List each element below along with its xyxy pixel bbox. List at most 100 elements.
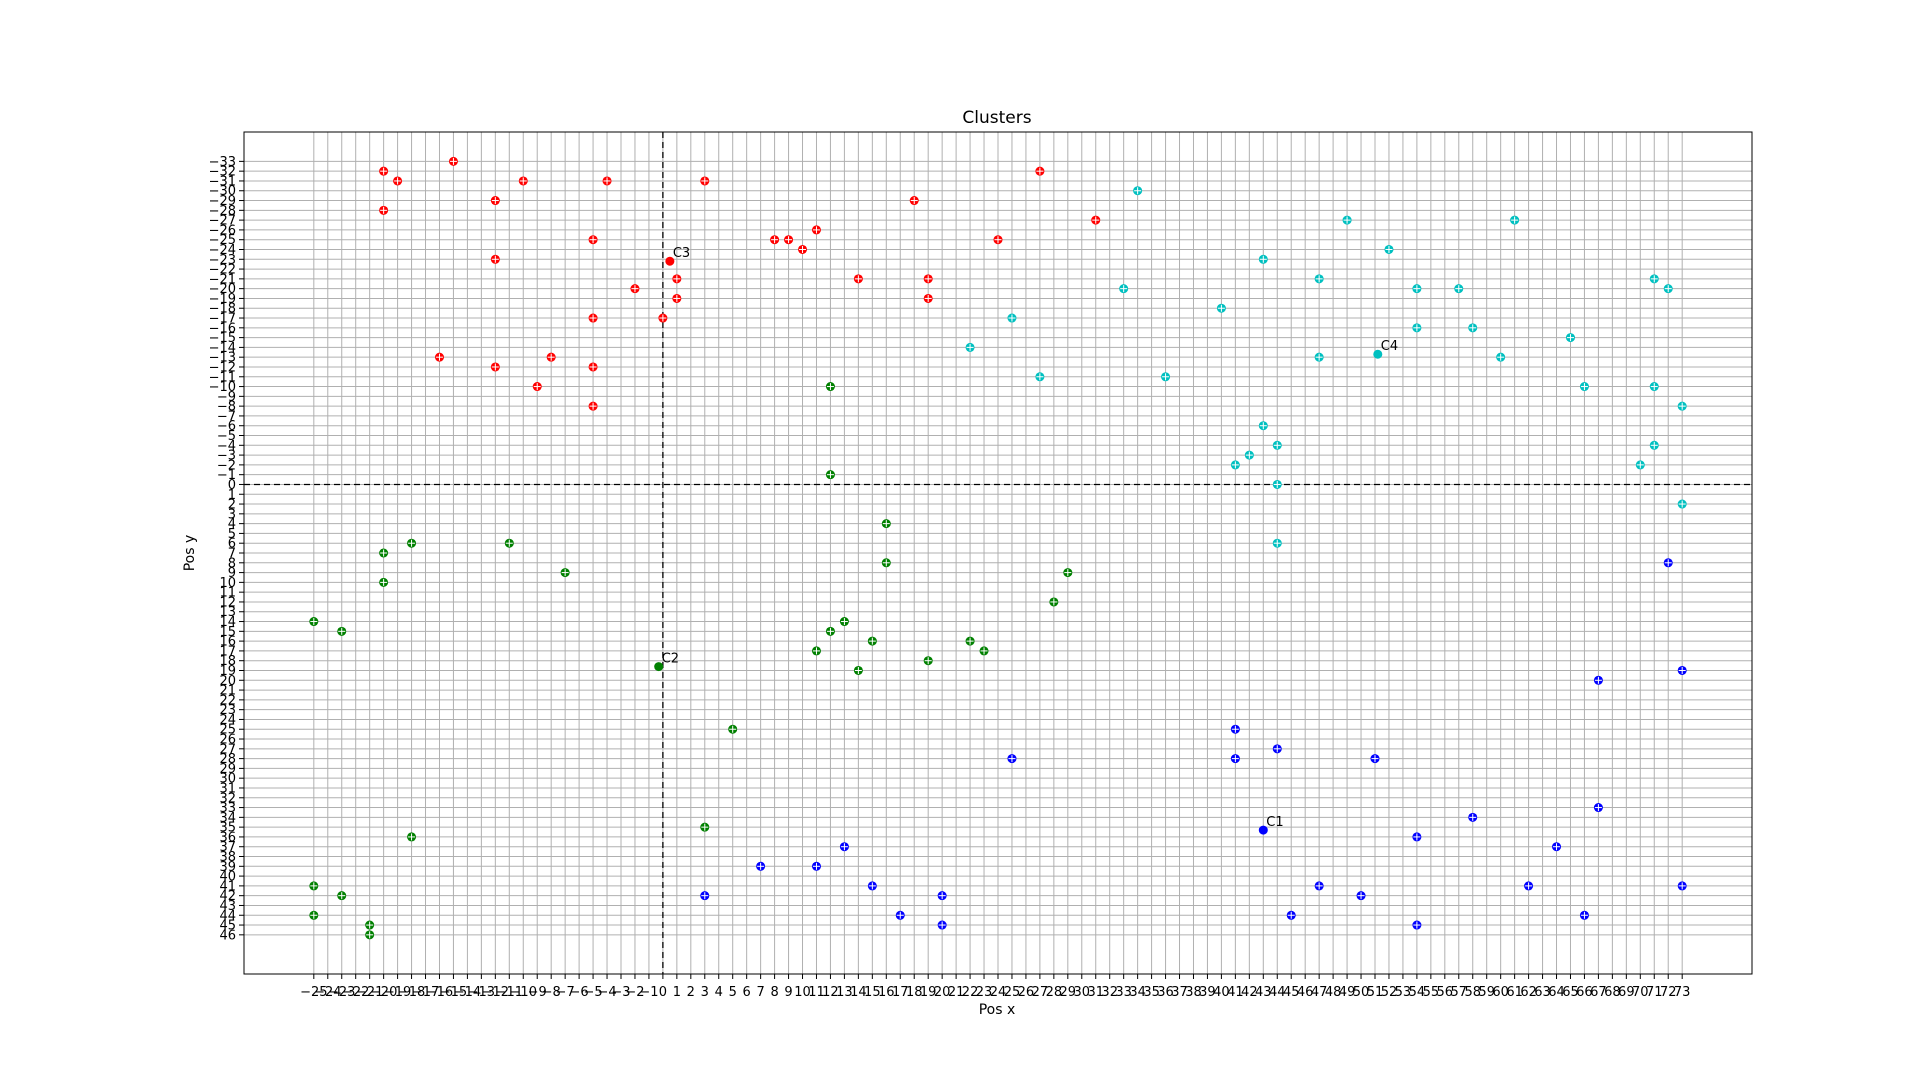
x-tick-label: 40 xyxy=(1213,985,1230,1000)
x-tick-label: −15 xyxy=(440,985,467,1000)
x-tick-label: 57 xyxy=(1451,985,1468,1000)
y-tick-label: 17 xyxy=(219,644,236,659)
x-tick-label: 4 xyxy=(715,985,723,1000)
y-tick-label: −7 xyxy=(217,409,236,424)
cluster-series-1 xyxy=(379,156,1101,411)
y-tick-label: −16 xyxy=(209,321,236,336)
x-tick-label: 9 xyxy=(784,985,792,1000)
y-tick-label: 24 xyxy=(219,713,236,728)
x-tick-label: −7 xyxy=(556,985,575,1000)
x-tick-label: 59 xyxy=(1478,985,1495,1000)
x-tick-label: 1 xyxy=(673,985,681,1000)
y-tick-label: 2 xyxy=(228,498,236,513)
x-tick-label: −4 xyxy=(597,985,616,1000)
y-tick-label: −12 xyxy=(209,360,236,375)
x-tick-label: 41 xyxy=(1227,985,1244,1000)
x-tick-label: −20 xyxy=(370,985,397,1000)
x-tick-label: −2 xyxy=(625,985,644,1000)
y-tick-label: −15 xyxy=(209,331,236,346)
y-tick-label: 19 xyxy=(219,664,236,679)
y-tick-label: 12 xyxy=(219,595,236,610)
x-axis-label: Pos x xyxy=(979,1002,1016,1018)
y-tick-label: 11 xyxy=(219,586,236,601)
y-tick-label: 30 xyxy=(219,772,236,787)
x-tick-label: 11 xyxy=(808,985,825,1000)
x-tick-label: 18 xyxy=(906,985,923,1000)
y-tick-label: 40 xyxy=(219,870,236,885)
y-tick-label: 15 xyxy=(219,625,236,640)
x-tick-label: 43 xyxy=(1255,985,1272,1000)
x-tick-label: 23 xyxy=(976,985,993,1000)
chart-title: Clusters xyxy=(962,108,1031,128)
x-tick-label: 47 xyxy=(1311,985,1328,1000)
y-tick-label: −23 xyxy=(209,253,236,268)
cluster-series-4 xyxy=(700,558,1687,930)
x-tick-label: 50 xyxy=(1353,985,1370,1000)
y-tick-label: −9 xyxy=(217,390,236,405)
x-tick-label: −9 xyxy=(528,985,547,1000)
x-tick-label: 49 xyxy=(1339,985,1356,1000)
x-tick-label: 58 xyxy=(1464,985,1481,1000)
x-tick-label: 14 xyxy=(850,985,867,1000)
y-tick-label: 26 xyxy=(219,733,236,748)
x-tick-label: −19 xyxy=(384,985,411,1000)
y-tick-label: 37 xyxy=(219,840,236,855)
y-tick-label: 18 xyxy=(219,654,236,669)
x-tick-label: 12 xyxy=(822,985,839,1000)
x-tick-label: 72 xyxy=(1660,985,1677,1000)
x-tick-label: 27 xyxy=(1032,985,1049,1000)
y-tick-label: 44 xyxy=(219,909,236,924)
x-tick-label: 60 xyxy=(1492,985,1509,1000)
x-tick-label: −8 xyxy=(542,985,561,1000)
y-tick-label: −33 xyxy=(209,155,236,170)
y-tick-label: 3 xyxy=(228,507,236,522)
x-tick-label: 62 xyxy=(1520,985,1537,1000)
x-tick-label: 3 xyxy=(701,985,709,1000)
y-tick-label: −3 xyxy=(217,449,236,464)
y-tick-label: 20 xyxy=(219,674,236,689)
x-tick-label: −3 xyxy=(611,985,630,1000)
y-tick-label: 29 xyxy=(219,762,236,777)
cluster-series-3 xyxy=(309,382,1073,940)
y-tick-label: 6 xyxy=(228,537,236,552)
x-tick-label: −10 xyxy=(510,985,537,1000)
y-tick-label: −24 xyxy=(209,243,236,258)
x-tick-label: 32 xyxy=(1101,985,1118,1000)
y-tick-label: −17 xyxy=(209,312,236,327)
y-tick-label: 43 xyxy=(219,899,236,914)
x-tick-label: −14 xyxy=(454,985,481,1000)
x-tick-label: −23 xyxy=(328,985,355,1000)
x-tick-label: 48 xyxy=(1325,985,1342,1000)
y-tick-label: 39 xyxy=(219,860,236,875)
y-tick-label: 25 xyxy=(219,723,236,738)
x-tick-label: −21 xyxy=(356,985,383,1000)
y-tick-label: −27 xyxy=(209,214,236,229)
y-tick-label: 42 xyxy=(219,889,236,904)
y-tick-label: 35 xyxy=(219,821,236,836)
x-tick-label: 53 xyxy=(1395,985,1412,1000)
x-tick-label: −12 xyxy=(482,985,509,1000)
x-tick-label: 15 xyxy=(864,985,881,1000)
y-axis-ticks: −33−32−31−30−29−28−27−26−25−24−23−22−21−… xyxy=(209,155,244,943)
y-tick-label: −8 xyxy=(217,400,236,415)
centroid-c4 xyxy=(1373,349,1383,359)
x-tick-label: 26 xyxy=(1018,985,1035,1000)
x-tick-label: 24 xyxy=(990,985,1007,1000)
y-tick-label: 36 xyxy=(219,830,236,845)
y-tick-label: −11 xyxy=(209,370,236,385)
y-tick-label: −30 xyxy=(209,184,236,199)
centroid-label-c3: C3 xyxy=(673,246,690,261)
x-tick-label: 34 xyxy=(1129,985,1146,1000)
centroid-c2 xyxy=(654,662,664,672)
x-tick-label: −6 xyxy=(570,985,589,1000)
centroid-markers: C1 C2 C3 C4 xyxy=(654,246,1398,835)
x-axis-ticks: −25−24−23−22−21−20−19−18−17−16−15−14−13−… xyxy=(300,974,1690,1000)
centroid-label-c2: C2 xyxy=(662,652,679,667)
x-tick-label: 46 xyxy=(1297,985,1314,1000)
y-tick-label: 41 xyxy=(219,879,236,894)
x-tick-label: 38 xyxy=(1185,985,1202,1000)
centroid-c1 xyxy=(1258,825,1268,835)
centroid-label-c4: C4 xyxy=(1381,339,1398,354)
